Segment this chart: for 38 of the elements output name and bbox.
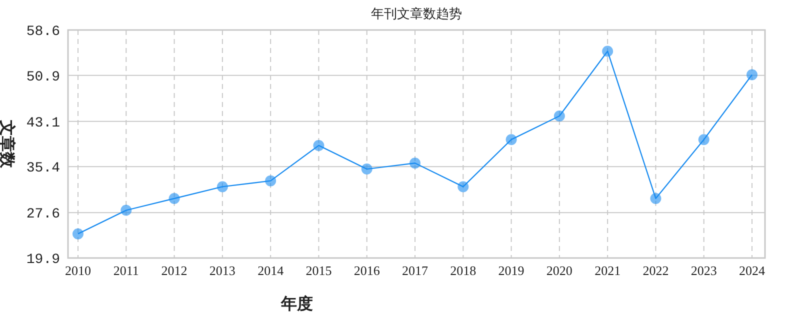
point — [458, 181, 469, 192]
x-tick-label: 2012 — [161, 263, 188, 278]
x-tick-label: 2010 — [65, 263, 91, 278]
x-tick-label: 2016 — [354, 263, 380, 278]
x-tick-label: 2020 — [546, 263, 572, 278]
x-tick-label: 2019 — [498, 263, 524, 278]
point — [168, 192, 180, 204]
x-tick-label: 2014 — [258, 263, 284, 278]
x-tick-label: 2021 — [594, 263, 621, 278]
x-tick-label: 2013 — [209, 263, 236, 278]
point — [506, 134, 517, 146]
y-tick-label: 27.6 — [26, 206, 60, 223]
point — [313, 140, 324, 151]
chart-title: 年刊文章数趋势 — [371, 6, 462, 21]
y-tick-label: 43.1 — [26, 115, 60, 132]
point — [120, 204, 132, 216]
point — [72, 228, 84, 240]
point — [746, 69, 758, 80]
y-tick-label: 58.6 — [26, 24, 60, 40]
x-tick-label: 2017 — [402, 263, 428, 278]
x-tick-label: 2011 — [113, 263, 139, 278]
y-tick-label: 50.9 — [26, 69, 60, 86]
x-tick-label: 2024 — [739, 263, 766, 278]
x-axis-title: 年度 — [280, 294, 313, 313]
point — [216, 181, 228, 192]
point — [554, 110, 565, 122]
point — [650, 192, 662, 204]
point — [698, 134, 710, 146]
y-tick-label: 35.4 — [26, 160, 60, 177]
x-tick-label: 2015 — [306, 263, 332, 278]
point — [602, 46, 614, 57]
x-tick-label: 2018 — [450, 263, 476, 278]
point — [361, 164, 372, 175]
x-tick-label: 2022 — [642, 263, 669, 278]
point — [265, 175, 276, 186]
y-tick-label: 19.9 — [26, 252, 60, 268]
x-tick-label: 2023 — [690, 263, 717, 278]
point — [410, 158, 420, 169]
